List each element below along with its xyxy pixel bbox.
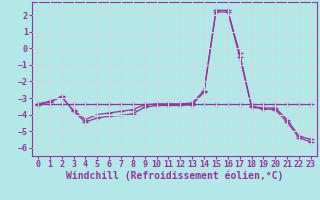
X-axis label: Windchill (Refroidissement éolien,°C): Windchill (Refroidissement éolien,°C) — [66, 171, 283, 181]
